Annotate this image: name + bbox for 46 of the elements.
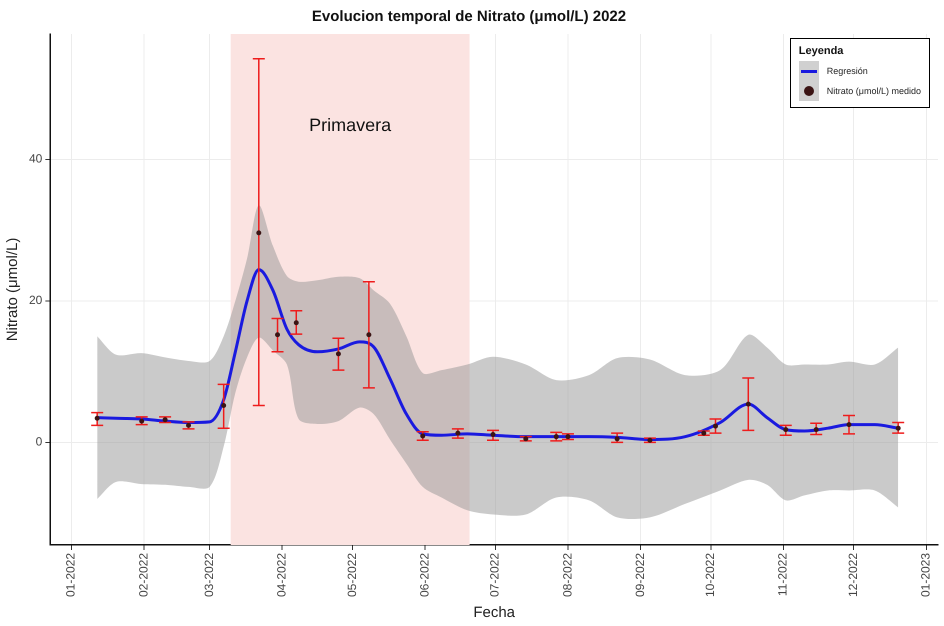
point	[256, 230, 262, 236]
point	[783, 427, 788, 432]
y-tick-label: 20	[28, 293, 43, 308]
x-tick-label: 08-2022	[560, 552, 574, 598]
legend-label: Regresión	[826, 66, 868, 76]
point	[490, 432, 496, 438]
point	[162, 417, 168, 422]
x-tick-label: 11-2022	[776, 552, 790, 596]
x-tick-label: 05-2022	[344, 552, 359, 598]
point	[94, 416, 100, 421]
point	[336, 351, 341, 356]
x-tick-label: 07-2022	[488, 552, 502, 598]
point	[420, 433, 426, 438]
chart-title: Evolucion temporal de Nitrato (μmol/L) 2022	[312, 8, 626, 26]
point	[896, 426, 901, 431]
x-tick-label: 01-2023	[918, 552, 933, 598]
legend-label: Nitrato (μmol/L) medido	[826, 86, 921, 96]
point	[186, 422, 192, 428]
band-label: Primavera	[309, 114, 392, 135]
point	[221, 403, 226, 408]
point	[294, 320, 299, 326]
y-tick-label: 0	[36, 434, 43, 449]
point	[139, 418, 144, 424]
point	[746, 402, 751, 407]
x-tick-label: 03-2022	[202, 552, 216, 598]
x-tick-label: 01-2022	[64, 552, 78, 598]
point	[565, 434, 570, 440]
x-tick-label: 09-2022	[632, 552, 647, 598]
point	[647, 438, 652, 443]
point	[275, 332, 280, 338]
y-axis-title: Nitrato (μmol/L)	[4, 238, 22, 342]
point	[523, 436, 528, 442]
point	[554, 434, 559, 440]
x-tick-label: 02-2022	[136, 552, 150, 598]
x-tick-label: 06-2022	[417, 552, 432, 598]
y-tick-label: 40	[28, 152, 43, 166]
point	[814, 427, 819, 432]
point	[366, 332, 372, 338]
x-tick-label: 12-2022	[846, 552, 860, 598]
point	[614, 436, 620, 442]
point	[846, 422, 852, 428]
point	[701, 430, 706, 436]
legend-title: Leyenda	[798, 45, 844, 57]
x-tick-label: 10-2022	[703, 552, 718, 598]
x-tick-label: 04-2022	[274, 552, 289, 598]
x-axis-title: Fecha	[473, 604, 516, 622]
